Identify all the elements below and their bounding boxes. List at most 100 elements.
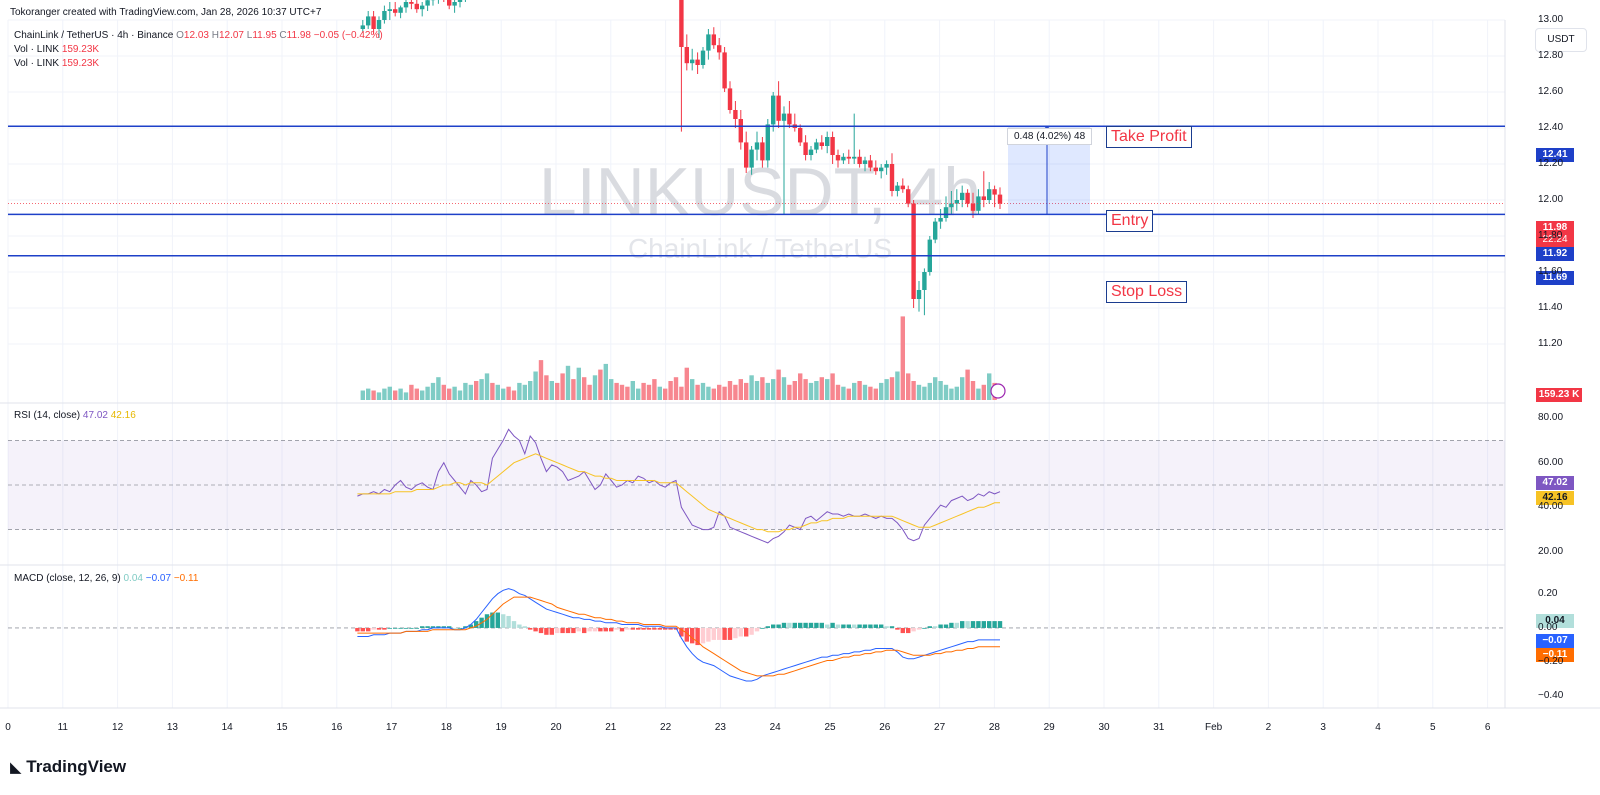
volume-bar <box>403 392 409 400</box>
macd-histogram-bar <box>630 627 635 630</box>
macd-histogram-bar <box>609 627 614 632</box>
volume-bar <box>727 381 733 400</box>
macd-histogram-bar <box>792 622 797 628</box>
macd-histogram-bar <box>808 622 814 628</box>
candle-body <box>825 137 830 146</box>
candle-body <box>906 189 911 204</box>
volume-bar <box>717 384 722 400</box>
macd-histogram-bar <box>549 627 554 635</box>
macd-histogram-bar <box>879 624 884 628</box>
ohlc-change: −0.05 (−0.42%) <box>313 30 383 41</box>
candle-body <box>717 45 722 53</box>
macd-histogram-bar <box>619 627 625 632</box>
macd-histogram-bar <box>960 621 965 628</box>
volume-bar <box>468 384 473 400</box>
stop-loss-price-tag: 11.69 <box>1536 271 1574 285</box>
macd-histogram-bar <box>943 624 949 628</box>
candle-body <box>754 142 760 150</box>
volume-bar <box>387 386 392 400</box>
watermark-name: ChainLink / TetherUS <box>628 233 892 264</box>
volume-bar <box>700 382 706 400</box>
vol-line-1: Vol · LINK 159.23K <box>14 44 99 55</box>
take-profit-price-tag: 12.41 <box>1536 148 1574 162</box>
macd-signal-value: −0.11 <box>173 573 199 584</box>
macd-histogram-bar <box>911 627 916 632</box>
time-axis-label: 3 <box>1320 722 1326 733</box>
candle-body <box>420 5 425 10</box>
currency-button[interactable]: USDT <box>1535 28 1587 52</box>
volume-bar <box>619 384 625 400</box>
time-axis-label: 12 <box>112 722 124 733</box>
macd-histogram-bar <box>522 626 527 628</box>
time-axis-label: 14 <box>221 722 233 733</box>
macd-histogram-bar <box>646 627 652 630</box>
rsi-label: RSI (14, close) <box>14 410 81 421</box>
macd-histogram-bar <box>835 624 841 628</box>
volume-bar <box>792 381 797 400</box>
time-axis-label: 6 <box>1484 722 1491 733</box>
volume-bar <box>398 388 403 400</box>
volume-bar <box>808 382 814 400</box>
macd-histogram-bar <box>776 624 781 628</box>
macd-histogram-bar <box>830 622 835 628</box>
macd-histogram-bar <box>754 627 760 632</box>
candle-body <box>711 34 716 46</box>
macd-histogram-bar <box>614 627 619 630</box>
ohlc-high: 12.07 <box>218 30 244 41</box>
macd-histogram-bar <box>868 624 873 628</box>
macd-histogram-bar <box>717 627 722 640</box>
take-profit-label: Take Profit <box>1106 126 1192 148</box>
time-axis-label: 5 <box>1430 722 1436 733</box>
macd-histogram-bar <box>468 624 473 628</box>
macd-histogram-bar <box>987 621 992 628</box>
volume-bar <box>798 373 803 400</box>
candle-body <box>933 221 938 240</box>
macd-axis-label: 0.20 <box>1538 587 1558 599</box>
volume-bar <box>414 388 419 400</box>
price-axis-label: 13.00 <box>1538 14 1564 25</box>
candle-body <box>916 290 922 299</box>
candle-body <box>911 203 916 299</box>
candle-body <box>771 95 776 125</box>
vol-line-2: Vol · LINK 159.23K <box>14 58 99 69</box>
macd-histogram-bar <box>949 622 954 628</box>
candle-body <box>403 2 409 8</box>
macd-histogram-bar <box>641 627 646 630</box>
time-axis-label: 25 <box>824 722 836 733</box>
macd-histogram-bar <box>393 627 398 629</box>
vol-value: 159.23K <box>61 58 100 69</box>
macd-histogram-bar <box>684 627 689 642</box>
tradingview-logo[interactable]: ◣ TradingView <box>10 757 126 777</box>
candle-body <box>787 113 792 125</box>
candle-body <box>360 25 365 29</box>
candle-body <box>970 203 976 211</box>
candle-body <box>393 9 398 13</box>
macd-histogram-bar <box>927 626 932 628</box>
volume-bar <box>441 384 446 400</box>
macd-histogram-bar <box>679 627 684 637</box>
candle-body <box>819 142 824 146</box>
ohlc-h-label: H <box>211 30 219 41</box>
macd-histogram-bar <box>981 621 986 628</box>
entry-price-tag: 11.92 <box>1536 247 1574 261</box>
macd-histogram-bar <box>517 624 522 628</box>
time-axis-label: 29 <box>1043 722 1055 733</box>
macd-histogram-bar <box>528 627 533 630</box>
volume-bar <box>576 367 581 400</box>
macd-histogram-bar <box>652 627 657 630</box>
volume-bar <box>452 386 457 400</box>
macd-histogram-bar <box>900 627 905 634</box>
macd-histogram-bar <box>787 622 792 628</box>
volume-bar <box>430 382 436 400</box>
volume-bar <box>506 386 511 400</box>
candle-body <box>954 200 959 204</box>
last-price-tag: 11.98 <box>1536 221 1574 235</box>
signal-line <box>357 596 1000 677</box>
macd-histogram-bar <box>403 627 409 629</box>
candle-body <box>398 7 403 13</box>
candle-body <box>938 218 943 222</box>
candle-body <box>744 142 749 168</box>
candle-body <box>409 2 414 4</box>
rsi-value: 47.02 <box>82 410 108 421</box>
